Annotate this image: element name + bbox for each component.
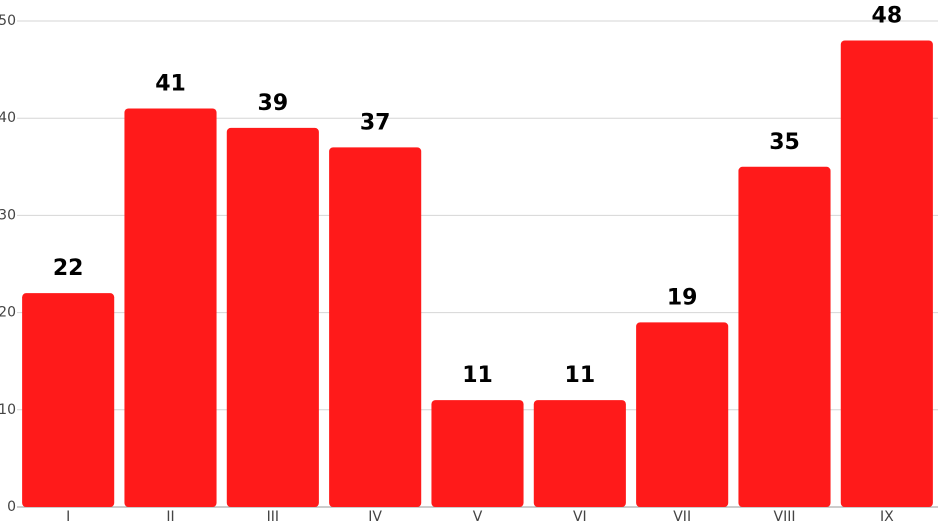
y-tick-label: 20 [0, 305, 16, 321]
bar [124, 108, 217, 507]
bar [533, 400, 626, 507]
value-label: 39 [258, 91, 289, 116]
value-label: 35 [769, 130, 800, 155]
bar [226, 127, 319, 508]
x-tick-label: VII [673, 509, 691, 525]
value-label: 11 [565, 363, 596, 388]
y-tick-label: 0 [7, 499, 16, 515]
x-tick-label: V [473, 509, 483, 525]
bar [22, 293, 115, 507]
bar [840, 40, 933, 507]
value-label: 22 [53, 256, 84, 281]
y-tick-label: 40 [0, 110, 16, 126]
bar [636, 322, 729, 507]
x-tick-label: VIII [774, 509, 796, 525]
x-tick-label: VI [573, 509, 587, 525]
y-tick-label: 10 [0, 402, 16, 418]
x-tick-label: I [66, 509, 70, 525]
value-label: 41 [155, 71, 186, 96]
y-tick-label: 50 [0, 13, 16, 29]
bar [329, 147, 422, 508]
value-label: 19 [667, 285, 698, 310]
x-tick-label: II [166, 509, 174, 525]
x-tick-label: III [267, 509, 279, 525]
bar [738, 166, 831, 508]
x-tick-label: IX [880, 509, 894, 525]
bar [431, 400, 524, 507]
y-tick-label: 30 [0, 207, 16, 223]
value-label: 37 [360, 110, 391, 135]
x-tick-label: IV [368, 509, 382, 525]
value-label: 48 [872, 3, 903, 28]
value-label: 11 [462, 363, 493, 388]
